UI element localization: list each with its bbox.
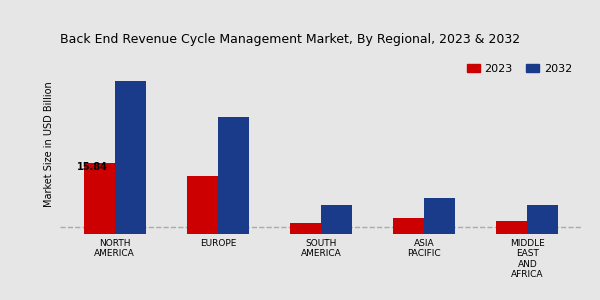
Bar (290, 223, 321, 234)
Bar (115, 81, 146, 234)
Bar (527, 205, 558, 234)
Bar (187, 176, 218, 234)
Bar (218, 117, 249, 234)
Bar (424, 198, 455, 234)
Bar (321, 205, 352, 234)
Bar (496, 221, 527, 234)
Bar (393, 218, 424, 234)
Legend: 2023, 2032: 2023, 2032 (462, 60, 577, 78)
Bar (84, 163, 115, 234)
Text: 15.84: 15.84 (77, 162, 107, 172)
Y-axis label: Market Size in USD Billion: Market Size in USD Billion (44, 81, 55, 207)
Text: Back End Revenue Cycle Management Market, By Regional, 2023 & 2032: Back End Revenue Cycle Management Market… (60, 33, 520, 46)
